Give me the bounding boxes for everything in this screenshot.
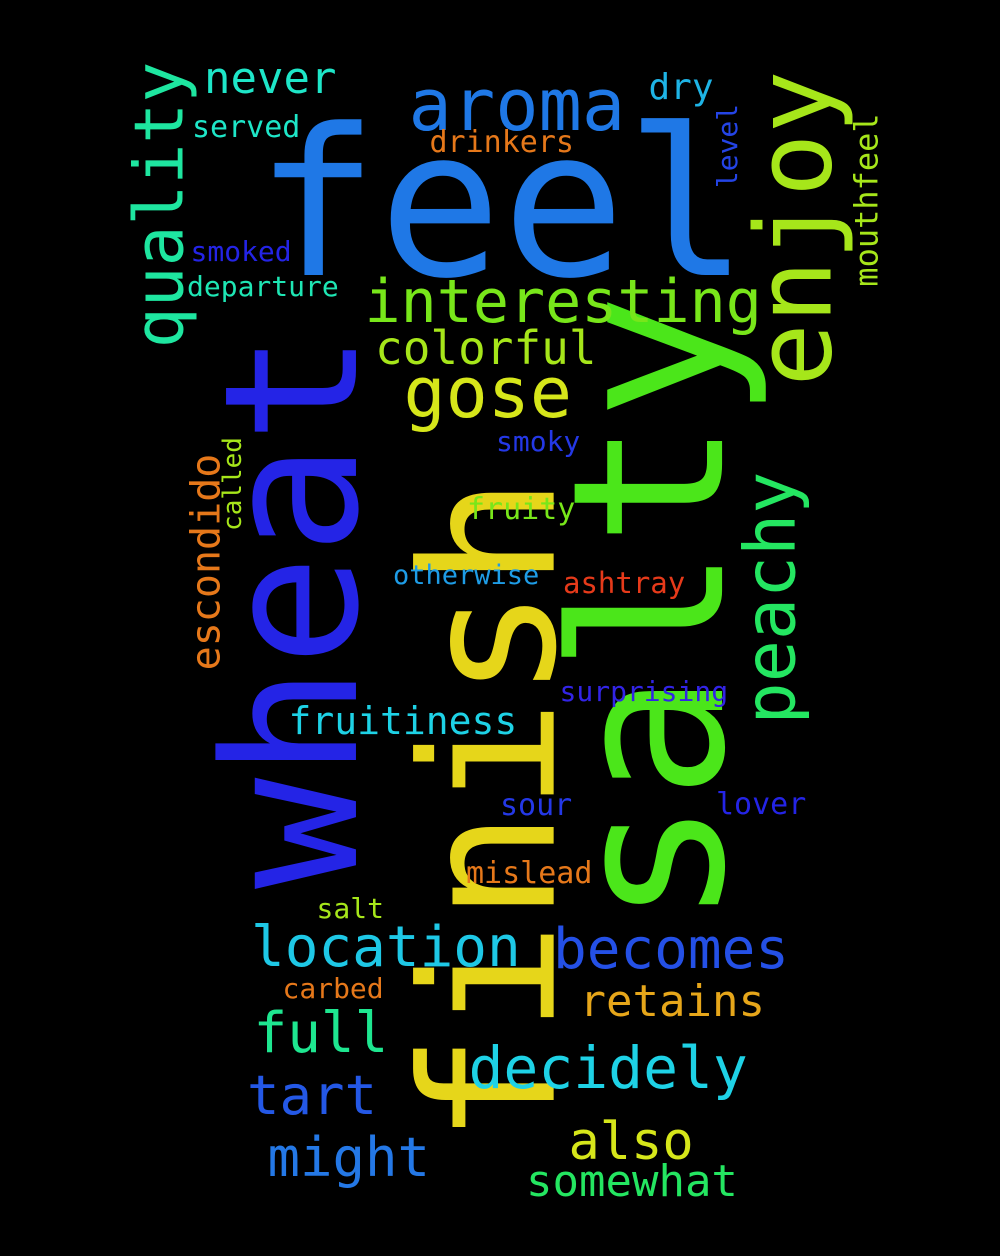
word-mislead: mislead — [466, 856, 593, 891]
word-enjoy: enjoy — [733, 69, 856, 387]
word-location: location — [251, 915, 521, 980]
word-level: level — [711, 103, 745, 189]
word-carbed: carbed — [282, 972, 384, 1005]
word-somewhat: somewhat — [526, 1156, 738, 1207]
word-fruity: fruity — [467, 492, 576, 527]
word-aroma: aroma — [408, 63, 626, 147]
word-feel: feel — [255, 85, 749, 324]
word-quality: quality — [119, 61, 199, 349]
word-gose: gose — [403, 352, 573, 434]
word-retains: retains — [579, 976, 765, 1027]
word-smoked: smoked — [190, 235, 292, 268]
word-departure: departure — [187, 270, 339, 303]
word-might: might — [267, 1126, 431, 1189]
word-served: served — [192, 110, 301, 145]
word-otherwise: otherwise — [393, 559, 540, 591]
word-mouthfeel: mouthfeel — [847, 113, 886, 287]
word-interesting: interesting — [364, 267, 762, 337]
word-surprising: surprising — [559, 675, 729, 708]
word-decidely: decidely — [468, 1034, 748, 1102]
word-colorful: colorful — [375, 321, 597, 375]
word-tart: tart — [247, 1064, 378, 1127]
word-ashtray: ashtray — [563, 565, 686, 600]
word-peachy: peachy — [728, 471, 811, 725]
word-never: never — [204, 53, 337, 104]
word-called: called — [217, 437, 248, 531]
word-lover: lover — [716, 787, 807, 822]
word-smoky: smoky — [496, 425, 581, 458]
word-also: also — [568, 1112, 694, 1172]
word-drinkers: drinkers — [429, 125, 575, 160]
word-sour: sour — [500, 788, 573, 823]
word-salt: salt — [316, 892, 384, 925]
word-full: full — [253, 1001, 389, 1066]
word-becomes: becomes — [553, 917, 790, 982]
word-fruitiness: fruitiness — [288, 699, 518, 743]
word-dry: dry — [648, 67, 714, 108]
